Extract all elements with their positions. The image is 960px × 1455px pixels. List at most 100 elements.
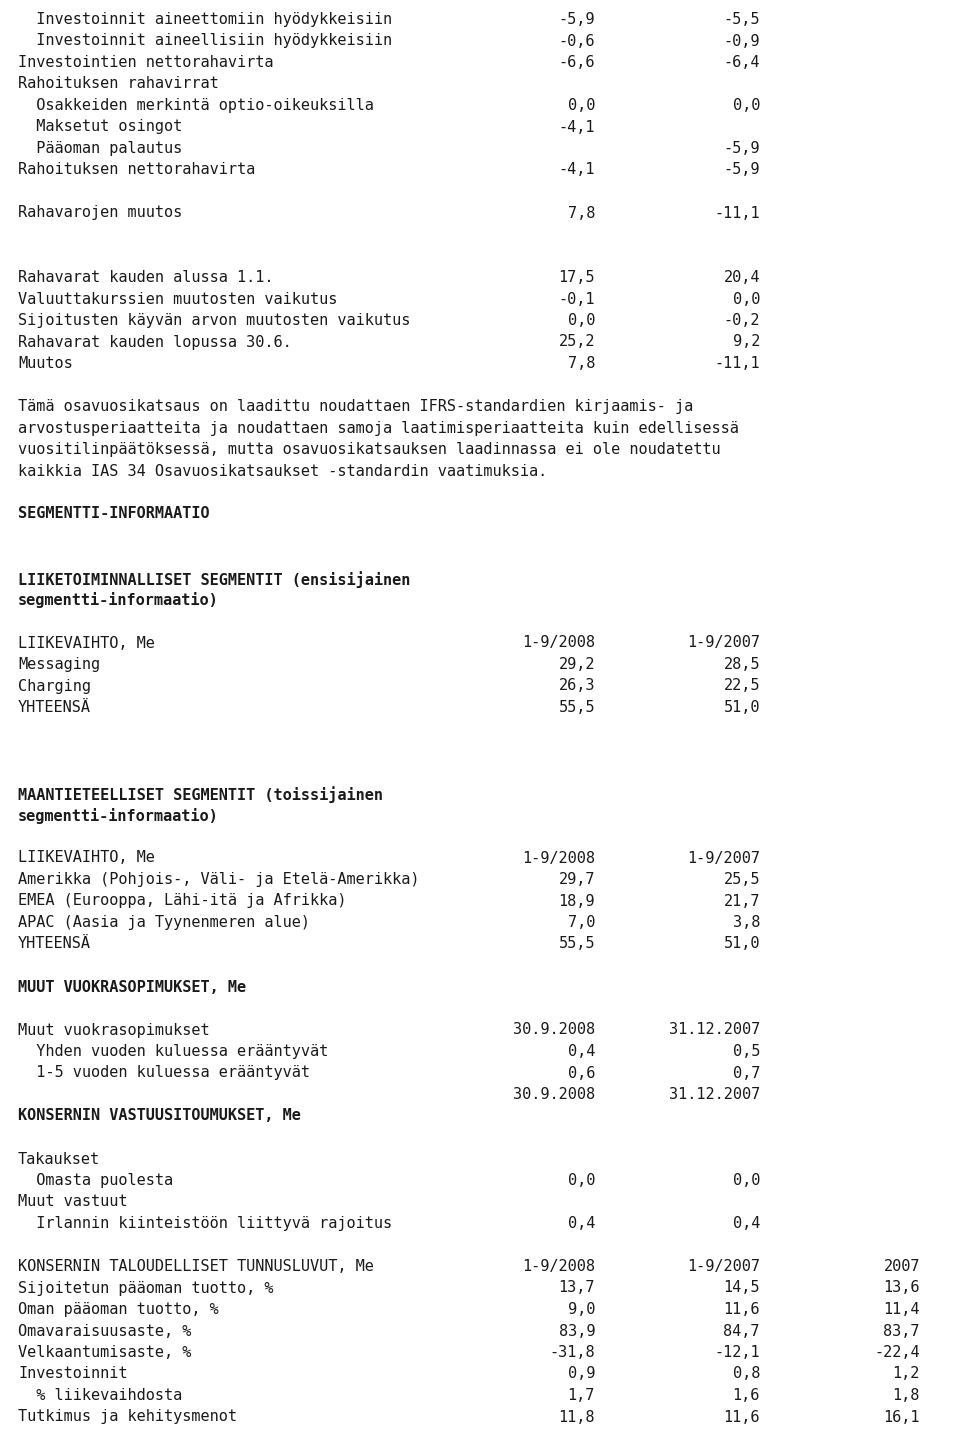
Text: EMEA (Eurooppa, Lähi-itä ja Afrikka): EMEA (Eurooppa, Lähi-itä ja Afrikka) bbox=[18, 893, 347, 908]
Text: 1,2: 1,2 bbox=[893, 1366, 920, 1381]
Text: 1-5 vuoden kuluessa erääntyvät: 1-5 vuoden kuluessa erääntyvät bbox=[18, 1065, 310, 1081]
Text: -11,1: -11,1 bbox=[714, 205, 760, 221]
Text: 1,7: 1,7 bbox=[567, 1388, 595, 1403]
Text: 0,4: 0,4 bbox=[567, 1216, 595, 1231]
Text: Charging: Charging bbox=[18, 678, 91, 694]
Text: Rahavarojen muutos: Rahavarojen muutos bbox=[18, 205, 182, 221]
Text: 0,6: 0,6 bbox=[567, 1065, 595, 1081]
Text: Rahavarat kauden alussa 1.1.: Rahavarat kauden alussa 1.1. bbox=[18, 271, 274, 285]
Text: 0,5: 0,5 bbox=[732, 1045, 760, 1059]
Text: 51,0: 51,0 bbox=[724, 937, 760, 952]
Text: 1,6: 1,6 bbox=[732, 1388, 760, 1403]
Text: 0,0: 0,0 bbox=[732, 291, 760, 307]
Text: kaikkia IAS 34 Osavuosikatsaukset -standardin vaatimuksia.: kaikkia IAS 34 Osavuosikatsaukset -stand… bbox=[18, 464, 547, 479]
Text: 0,0: 0,0 bbox=[567, 313, 595, 327]
Text: 0,4: 0,4 bbox=[567, 1045, 595, 1059]
Text: Muutos: Muutos bbox=[18, 356, 73, 371]
Text: Yhden vuoden kuluessa erääntyvät: Yhden vuoden kuluessa erääntyvät bbox=[18, 1045, 328, 1059]
Text: -11,1: -11,1 bbox=[714, 356, 760, 371]
Text: 21,7: 21,7 bbox=[724, 893, 760, 908]
Text: -5,9: -5,9 bbox=[724, 163, 760, 178]
Text: -0,2: -0,2 bbox=[724, 313, 760, 327]
Text: -5,5: -5,5 bbox=[724, 12, 760, 28]
Text: -31,8: -31,8 bbox=[549, 1344, 595, 1360]
Text: 1-9/2007: 1-9/2007 bbox=[687, 636, 760, 650]
Text: 3,8: 3,8 bbox=[732, 915, 760, 930]
Text: Omavaraisuusaste, %: Omavaraisuusaste, % bbox=[18, 1324, 191, 1339]
Text: 1-9/2008: 1-9/2008 bbox=[522, 851, 595, 866]
Text: MUUT VUOKRASOPIMUKSET, Me: MUUT VUOKRASOPIMUKSET, Me bbox=[18, 979, 246, 995]
Text: YHTEENSÄ: YHTEENSÄ bbox=[18, 937, 91, 952]
Text: Muut vastuut: Muut vastuut bbox=[18, 1195, 128, 1209]
Text: APAC (Aasia ja Tyynenmeren alue): APAC (Aasia ja Tyynenmeren alue) bbox=[18, 915, 310, 930]
Text: Valuuttakurssien muutosten vaikutus: Valuuttakurssien muutosten vaikutus bbox=[18, 291, 337, 307]
Text: 0,0: 0,0 bbox=[567, 1173, 595, 1187]
Text: -4,1: -4,1 bbox=[559, 163, 595, 178]
Text: Oman pääoman tuotto, %: Oman pääoman tuotto, % bbox=[18, 1302, 219, 1317]
Text: 13,6: 13,6 bbox=[883, 1280, 920, 1295]
Text: -22,4: -22,4 bbox=[875, 1344, 920, 1360]
Text: 30.9.2008: 30.9.2008 bbox=[513, 1087, 595, 1101]
Text: KONSERNIN VASTUUSITOUMUKSET, Me: KONSERNIN VASTUUSITOUMUKSET, Me bbox=[18, 1109, 300, 1123]
Text: Omasta puolesta: Omasta puolesta bbox=[18, 1173, 173, 1187]
Text: % liikevaihdosta: % liikevaihdosta bbox=[18, 1388, 182, 1403]
Text: 30.9.2008: 30.9.2008 bbox=[513, 1023, 595, 1037]
Text: Irlannin kiinteistöön liittyvä rajoitus: Irlannin kiinteistöön liittyvä rajoitus bbox=[18, 1216, 392, 1231]
Text: 18,9: 18,9 bbox=[559, 893, 595, 908]
Text: 1-9/2007: 1-9/2007 bbox=[687, 1259, 760, 1275]
Text: KONSERNIN TALOUDELLISET TUNNUSLUVUT, Me: KONSERNIN TALOUDELLISET TUNNUSLUVUT, Me bbox=[18, 1259, 373, 1275]
Text: -0,1: -0,1 bbox=[559, 291, 595, 307]
Text: Pääoman palautus: Pääoman palautus bbox=[18, 141, 182, 156]
Text: -5,9: -5,9 bbox=[559, 12, 595, 28]
Text: Messaging: Messaging bbox=[18, 658, 100, 672]
Text: 83,9: 83,9 bbox=[559, 1324, 595, 1339]
Text: Osakkeiden merkintä optio-oikeuksilla: Osakkeiden merkintä optio-oikeuksilla bbox=[18, 97, 373, 113]
Text: 1-9/2008: 1-9/2008 bbox=[522, 636, 595, 650]
Text: Investoinnit aineettomiin hyödykkeisiin: Investoinnit aineettomiin hyödykkeisiin bbox=[18, 12, 392, 28]
Text: Maksetut osingot: Maksetut osingot bbox=[18, 119, 182, 134]
Text: -5,9: -5,9 bbox=[724, 141, 760, 156]
Text: 22,5: 22,5 bbox=[724, 678, 760, 694]
Text: 9,2: 9,2 bbox=[732, 335, 760, 349]
Text: 84,7: 84,7 bbox=[724, 1324, 760, 1339]
Text: 1-9/2007: 1-9/2007 bbox=[687, 851, 760, 866]
Text: Rahoituksen nettorahavirta: Rahoituksen nettorahavirta bbox=[18, 163, 255, 178]
Text: 1-9/2008: 1-9/2008 bbox=[522, 1259, 595, 1275]
Text: 13,7: 13,7 bbox=[559, 1280, 595, 1295]
Text: 9,0: 9,0 bbox=[567, 1302, 595, 1317]
Text: Sijoitetun pääoman tuotto, %: Sijoitetun pääoman tuotto, % bbox=[18, 1280, 274, 1295]
Text: 0,0: 0,0 bbox=[732, 1173, 760, 1187]
Text: 17,5: 17,5 bbox=[559, 271, 595, 285]
Text: 0,7: 0,7 bbox=[732, 1065, 760, 1081]
Text: YHTEENSÄ: YHTEENSÄ bbox=[18, 700, 91, 714]
Text: 0,9: 0,9 bbox=[567, 1366, 595, 1381]
Text: 25,2: 25,2 bbox=[559, 335, 595, 349]
Text: LIIKEVAIHTO, Me: LIIKEVAIHTO, Me bbox=[18, 636, 155, 650]
Text: 20,4: 20,4 bbox=[724, 271, 760, 285]
Text: 0,0: 0,0 bbox=[567, 97, 595, 113]
Text: -0,9: -0,9 bbox=[724, 33, 760, 48]
Text: arvostusperiaatteita ja noudattaen samoja laatimisperiaatteita kuin edellisessä: arvostusperiaatteita ja noudattaen samoj… bbox=[18, 420, 739, 435]
Text: 11,6: 11,6 bbox=[724, 1410, 760, 1424]
Text: Investointien nettorahavirta: Investointien nettorahavirta bbox=[18, 55, 274, 70]
Text: 14,5: 14,5 bbox=[724, 1280, 760, 1295]
Text: MAANTIETEELLISET SEGMENTIT (toissijainen: MAANTIETEELLISET SEGMENTIT (toissijainen bbox=[18, 786, 383, 803]
Text: Tutkimus ja kehitysmenot: Tutkimus ja kehitysmenot bbox=[18, 1410, 237, 1424]
Text: Rahoituksen rahavirrat: Rahoituksen rahavirrat bbox=[18, 77, 219, 92]
Text: 1,8: 1,8 bbox=[893, 1388, 920, 1403]
Text: 25,5: 25,5 bbox=[724, 872, 760, 888]
Text: Amerikka (Pohjois-, Väli- ja Etelä-Amerikka): Amerikka (Pohjois-, Väli- ja Etelä-Ameri… bbox=[18, 872, 420, 888]
Text: -0,6: -0,6 bbox=[559, 33, 595, 48]
Text: vuositilinpäätöksessä, mutta osavuosikatsauksen laadinnassa ei ole noudatettu: vuositilinpäätöksessä, mutta osavuosikat… bbox=[18, 442, 721, 457]
Text: -4,1: -4,1 bbox=[559, 119, 595, 134]
Text: 28,5: 28,5 bbox=[724, 658, 760, 672]
Text: 29,7: 29,7 bbox=[559, 872, 595, 888]
Text: 11,8: 11,8 bbox=[559, 1410, 595, 1424]
Text: Takaukset: Takaukset bbox=[18, 1151, 100, 1167]
Text: Velkaantumisaste, %: Velkaantumisaste, % bbox=[18, 1344, 191, 1360]
Text: 7,8: 7,8 bbox=[567, 356, 595, 371]
Text: 7,8: 7,8 bbox=[567, 205, 595, 221]
Text: -6,4: -6,4 bbox=[724, 55, 760, 70]
Text: 31.12.2007: 31.12.2007 bbox=[669, 1087, 760, 1101]
Text: Tämä osavuosikatsaus on laadittu noudattaen IFRS-standardien kirjaamis- ja: Tämä osavuosikatsaus on laadittu noudatt… bbox=[18, 399, 693, 415]
